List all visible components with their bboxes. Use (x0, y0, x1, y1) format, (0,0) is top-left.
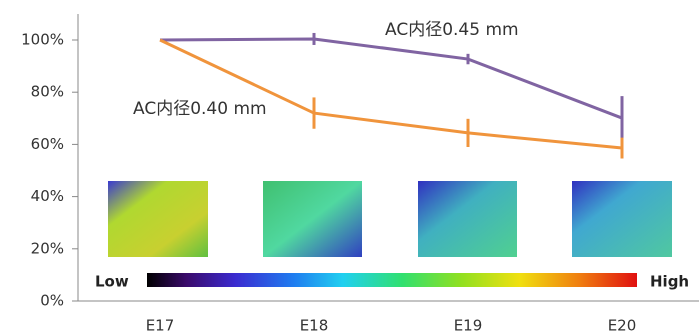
series-label: AC内径0.40 mm (133, 99, 267, 119)
x-tick-label: E18 (300, 317, 329, 335)
chart: Low High 0% 20% 40% 60% 80% 100% E17 E18 E19 E20 A… (0, 0, 700, 336)
heatmap-image (572, 181, 672, 257)
x-tick-label: E19 (454, 317, 483, 335)
series-line (160, 40, 622, 148)
colorbar (147, 273, 637, 287)
heatmap-image (108, 181, 208, 257)
y-tick-label: 40% (31, 187, 64, 205)
colorbar-high-label: High (650, 273, 689, 291)
y-tick-label: 80% (31, 83, 64, 101)
y-tick-label: 100% (21, 31, 64, 49)
colorbar-low-label: Low (95, 273, 129, 291)
heatmap-image (263, 181, 362, 257)
series-label: AC内径0.45 mm (385, 20, 519, 40)
heatmap-image (418, 181, 517, 257)
y-tick-label: 0% (40, 292, 64, 310)
y-tick-label: 20% (31, 239, 64, 257)
x-tick-label: E20 (608, 317, 637, 335)
y-tick-label: 60% (31, 135, 64, 153)
x-tick-label: E17 (146, 317, 175, 335)
